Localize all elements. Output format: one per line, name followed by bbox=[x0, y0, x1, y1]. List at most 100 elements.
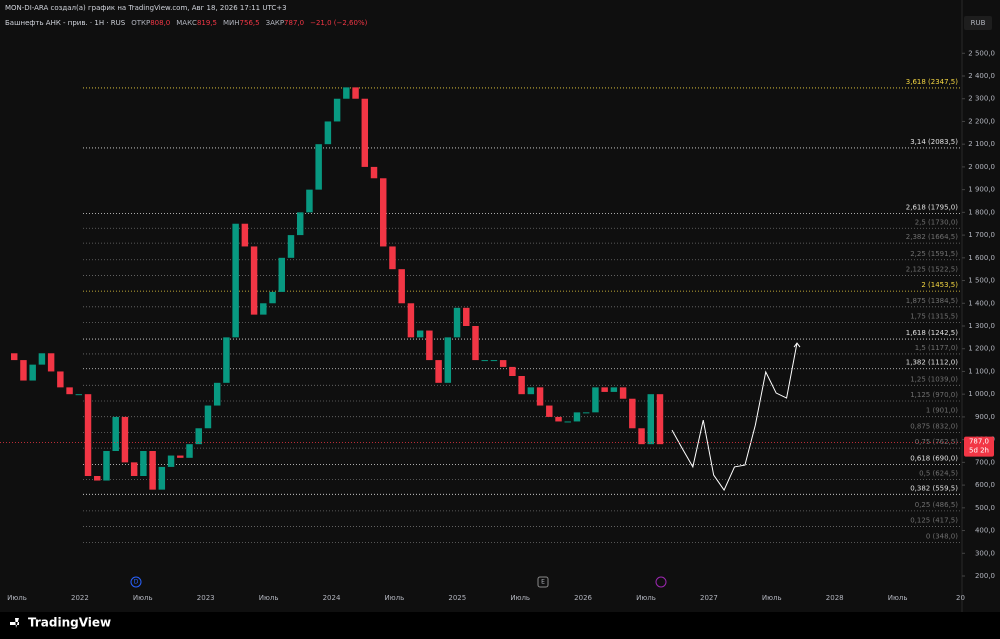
candle bbox=[463, 307, 470, 326]
x-tick-label: 2025 bbox=[448, 594, 466, 602]
fib-label: 2,5 (1730,0) bbox=[915, 218, 959, 226]
candle bbox=[167, 455, 175, 467]
candle bbox=[555, 416, 562, 422]
legend-item: 808,0 bbox=[150, 19, 170, 27]
candle bbox=[619, 387, 627, 399]
candle bbox=[158, 466, 166, 490]
candle bbox=[260, 303, 267, 315]
candle bbox=[121, 416, 129, 463]
candle bbox=[204, 405, 212, 429]
candle bbox=[527, 387, 535, 395]
earnings-icon-letter: E bbox=[541, 579, 545, 586]
y-tick-label: 400,0 bbox=[975, 527, 995, 535]
candle bbox=[361, 98, 369, 167]
candle bbox=[333, 98, 341, 122]
candle bbox=[241, 223, 249, 247]
candle bbox=[186, 444, 193, 458]
x-tick-label: Июль bbox=[510, 594, 530, 602]
y-tick-label: 1 100,0 bbox=[968, 367, 995, 375]
candle bbox=[29, 364, 36, 381]
candle bbox=[195, 428, 202, 445]
y-tick-label: 1 700,0 bbox=[968, 231, 995, 239]
projection-arrowhead bbox=[793, 342, 801, 348]
fib-label: 1,75 (1315,5) bbox=[910, 312, 958, 320]
candle bbox=[223, 337, 230, 383]
projection-path bbox=[671, 342, 798, 492]
last-price-label: 787,0 bbox=[969, 438, 989, 446]
y-tick-label: 500,0 bbox=[975, 504, 995, 512]
candle bbox=[573, 412, 581, 422]
y-tick-label: 1 000,0 bbox=[968, 390, 995, 398]
candle bbox=[546, 405, 553, 417]
x-tick-label: 20 bbox=[956, 594, 965, 602]
countdown: 5d 2h bbox=[969, 447, 989, 455]
candle bbox=[306, 189, 313, 213]
candle bbox=[352, 87, 359, 99]
fib-label: 1 (901,0) bbox=[926, 407, 958, 415]
candle bbox=[38, 353, 46, 365]
brand: TradingView bbox=[28, 616, 111, 630]
candle bbox=[140, 451, 147, 476]
candle bbox=[296, 212, 304, 236]
candle bbox=[444, 337, 452, 383]
fib-label: 2,382 (1664,5) bbox=[906, 233, 958, 241]
footer-bar bbox=[0, 612, 1000, 639]
candle bbox=[269, 291, 276, 304]
candle bbox=[380, 178, 387, 247]
candle bbox=[536, 387, 544, 406]
fib-label: 2,125 (1522,5) bbox=[906, 265, 958, 273]
candle bbox=[370, 166, 378, 179]
y-tick-label: 2 300,0 bbox=[968, 95, 995, 103]
candle bbox=[610, 387, 618, 392]
candle bbox=[287, 235, 295, 258]
dividend-icon[interactable] bbox=[130, 576, 142, 588]
y-tick-label: 2 000,0 bbox=[968, 163, 995, 171]
fib-label: 1,382 (1112,0) bbox=[906, 359, 958, 367]
candle bbox=[472, 326, 479, 361]
candle bbox=[10, 353, 18, 361]
currency-box[interactable] bbox=[964, 16, 992, 30]
last-price-box bbox=[964, 436, 994, 457]
x-tick-label: Июль bbox=[888, 594, 908, 602]
candle bbox=[601, 387, 608, 392]
y-tick-label: 300,0 bbox=[975, 549, 995, 557]
x-tick-label: Июль bbox=[636, 594, 656, 602]
event-icon[interactable] bbox=[655, 576, 667, 588]
brand-logo bbox=[10, 618, 19, 628]
y-tick-label: 1 600,0 bbox=[968, 254, 995, 262]
fib-label: 0,75 (762,5) bbox=[915, 438, 959, 446]
y-tick-label: 2 100,0 bbox=[968, 140, 995, 148]
y-tick-label: 1 800,0 bbox=[968, 208, 995, 216]
y-tick-label: 1 900,0 bbox=[968, 186, 995, 194]
y-tick-label: 2 200,0 bbox=[968, 117, 995, 125]
candle bbox=[103, 451, 110, 481]
x-tick-label: Июль bbox=[7, 594, 27, 602]
fib-label: 1,5 (1177,0) bbox=[915, 344, 959, 352]
candle bbox=[490, 360, 498, 362]
candle bbox=[481, 360, 488, 362]
candle bbox=[499, 360, 507, 367]
fib-label: 0,25 (486,5) bbox=[915, 501, 959, 509]
earnings-icon[interactable] bbox=[537, 576, 549, 588]
fib-label: 0,5 (624,5) bbox=[919, 470, 958, 478]
x-tick-label: Июль bbox=[133, 594, 153, 602]
fib-label: 1,25 (1039,0) bbox=[910, 375, 958, 383]
currency[interactable]: RUB bbox=[971, 19, 986, 27]
legend-item: 819,5 bbox=[197, 19, 217, 27]
y-tick-label: 1 200,0 bbox=[968, 345, 995, 353]
candle bbox=[592, 387, 599, 413]
candle bbox=[638, 428, 645, 445]
candle bbox=[629, 398, 636, 429]
y-tick-label: 200,0 bbox=[975, 572, 995, 580]
candle bbox=[518, 376, 525, 395]
candle bbox=[84, 394, 92, 476]
y-tick-label: 700,0 bbox=[975, 458, 995, 466]
dividend-icon-letter: D bbox=[134, 579, 139, 586]
candle bbox=[149, 451, 156, 490]
candle bbox=[582, 412, 590, 414]
candle bbox=[20, 360, 27, 381]
x-tick-label: Июль bbox=[259, 594, 279, 602]
legend-item: 756,5 bbox=[240, 19, 260, 27]
x-tick-label: 2026 bbox=[574, 594, 592, 602]
